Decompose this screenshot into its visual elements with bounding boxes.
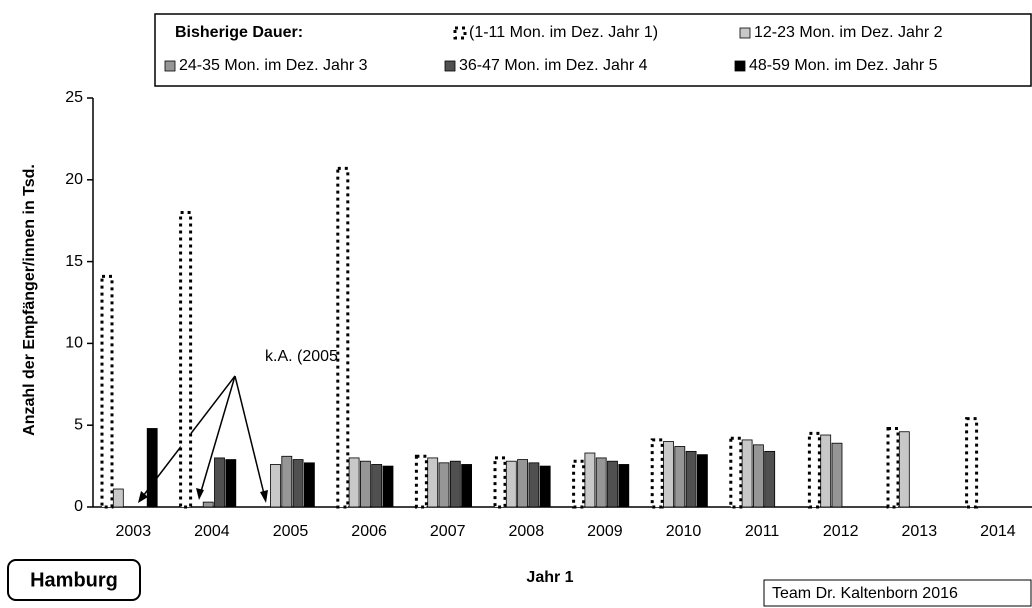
legend-label: 24-35 Mon. im Dez. Jahr 3 <box>179 57 368 74</box>
legend-swatch <box>453 26 467 40</box>
bar <box>270 464 281 508</box>
legend-swatch <box>734 60 746 72</box>
y-tick-label: 20 <box>65 171 83 188</box>
legend-swatch <box>164 60 176 72</box>
bar <box>112 488 124 508</box>
annotation: k.A. (2005) <box>265 348 343 365</box>
bar <box>461 464 473 508</box>
bar <box>663 441 674 508</box>
bar <box>886 426 900 509</box>
bar <box>753 444 764 508</box>
bar <box>427 457 439 508</box>
bar <box>179 211 193 509</box>
x-tick-label: 2009 <box>587 523 623 540</box>
bar <box>214 457 225 508</box>
bar <box>100 274 114 509</box>
x-tick-label: 2003 <box>116 523 152 540</box>
bar <box>807 431 821 509</box>
x-tick-label: 2010 <box>666 523 702 540</box>
bar <box>831 442 843 508</box>
bar <box>414 454 428 509</box>
bar <box>292 459 304 508</box>
y-tick-label: 10 <box>65 335 83 352</box>
y-tick-label: 5 <box>74 416 83 433</box>
legend-box <box>154 13 1032 87</box>
bar <box>202 501 214 508</box>
bar <box>146 428 158 508</box>
bar <box>595 457 607 508</box>
bar <box>382 465 394 508</box>
x-tick-label: 2011 <box>745 523 780 540</box>
legend-label: 12-23 Mon. im Dez. Jahr 2 <box>754 24 943 41</box>
bar <box>505 460 517 508</box>
arrow-heads <box>138 488 268 503</box>
bar <box>741 439 753 508</box>
x-tick-label: 2014 <box>980 523 1016 540</box>
x-axis-label: Jahr 1 <box>526 569 573 586</box>
legend-swatch <box>444 60 456 72</box>
x-tick-label: 2012 <box>823 523 859 540</box>
bar <box>607 460 618 508</box>
legend-label: 48-59 Mon. im Dez. Jahr 5 <box>749 57 938 74</box>
x-tick-label: 2013 <box>902 523 938 540</box>
x-tick-label: 2005 <box>273 523 309 540</box>
y-tick-label: 15 <box>65 253 83 270</box>
bar <box>539 465 551 508</box>
bar <box>371 464 383 508</box>
bar <box>650 438 664 509</box>
bar <box>225 459 237 508</box>
legend-title: Bisherige Dauer: <box>175 24 303 41</box>
bar <box>618 464 630 508</box>
bar <box>359 460 371 508</box>
bar <box>729 436 743 509</box>
bar <box>449 460 461 508</box>
bar <box>303 462 315 508</box>
bar <box>572 459 586 509</box>
bar <box>584 452 596 508</box>
bar <box>685 450 697 508</box>
source: Team Dr. Kaltenborn 2016 <box>772 585 958 602</box>
y-axis-label: Anzahl der Empfänger/innen in Tsd. <box>21 164 38 436</box>
bar <box>965 417 979 509</box>
bar <box>438 462 450 508</box>
bar <box>336 166 350 509</box>
bar <box>348 457 360 508</box>
legend-swatch <box>739 27 751 39</box>
x-tick-label: 2007 <box>430 523 466 540</box>
bar <box>697 454 708 508</box>
source-box <box>763 579 1032 607</box>
y-tick-label: 0 <box>74 498 83 515</box>
x-tick-label: 2006 <box>351 523 387 540</box>
bar <box>517 459 528 508</box>
annotation-arrows <box>139 375 266 501</box>
bar <box>820 434 832 508</box>
region-label: Hamburg <box>30 569 118 591</box>
legend-label: (1-11 Mon. im Dez. Jahr 1) <box>469 24 658 41</box>
legend-label: 36-47 Mon. im Dez. Jahr 4 <box>459 57 648 74</box>
bar <box>281 455 293 508</box>
y-tick-label: 25 <box>65 89 83 106</box>
x-tick-label: 2008 <box>509 523 545 540</box>
bar <box>674 446 686 508</box>
bar <box>898 431 910 508</box>
bar <box>528 462 540 508</box>
region-box <box>7 559 141 601</box>
bar <box>493 456 507 509</box>
x-tick-label: 2004 <box>194 523 230 540</box>
bar <box>764 450 776 508</box>
